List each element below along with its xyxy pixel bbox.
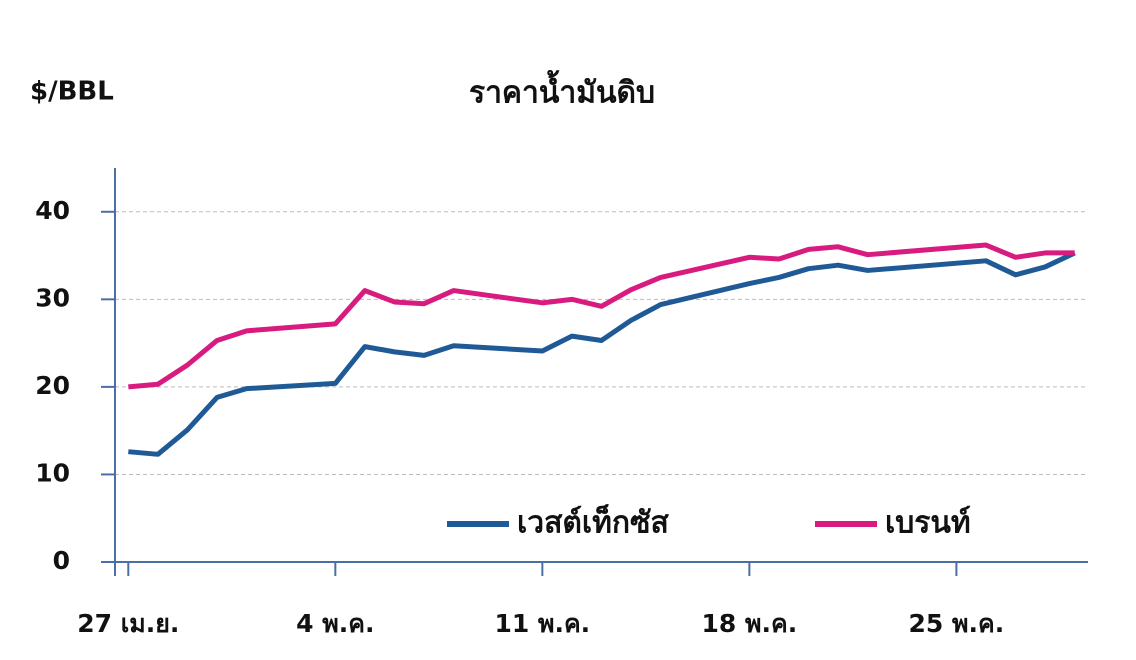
x-tick-label: 11 พ.ค.: [494, 609, 590, 638]
series-line: [128, 250, 1076, 457]
x-tick-label: 27 เม.ย.: [77, 609, 179, 638]
y-tick-label: 40: [35, 196, 70, 225]
y-tick-label: 20: [35, 371, 70, 400]
chart-title: ราคาน้ำมันดิบ: [469, 70, 655, 111]
y-tick-label: 10: [35, 458, 70, 487]
legend-label: เวสต์เท็กซัส: [517, 504, 669, 541]
x-tick-label: 25 พ.ค.: [909, 609, 1005, 638]
y-axis-label: $/BBL: [30, 77, 114, 107]
x-tick-label: 18 พ.ค.: [702, 609, 798, 638]
x-tick-label: 4 พ.ค.: [296, 609, 374, 638]
series-line: [128, 242, 1075, 390]
y-tick-label: 30: [35, 283, 70, 312]
legend-label: เบรนท์: [885, 506, 971, 541]
y-tick-label: 0: [53, 546, 70, 575]
